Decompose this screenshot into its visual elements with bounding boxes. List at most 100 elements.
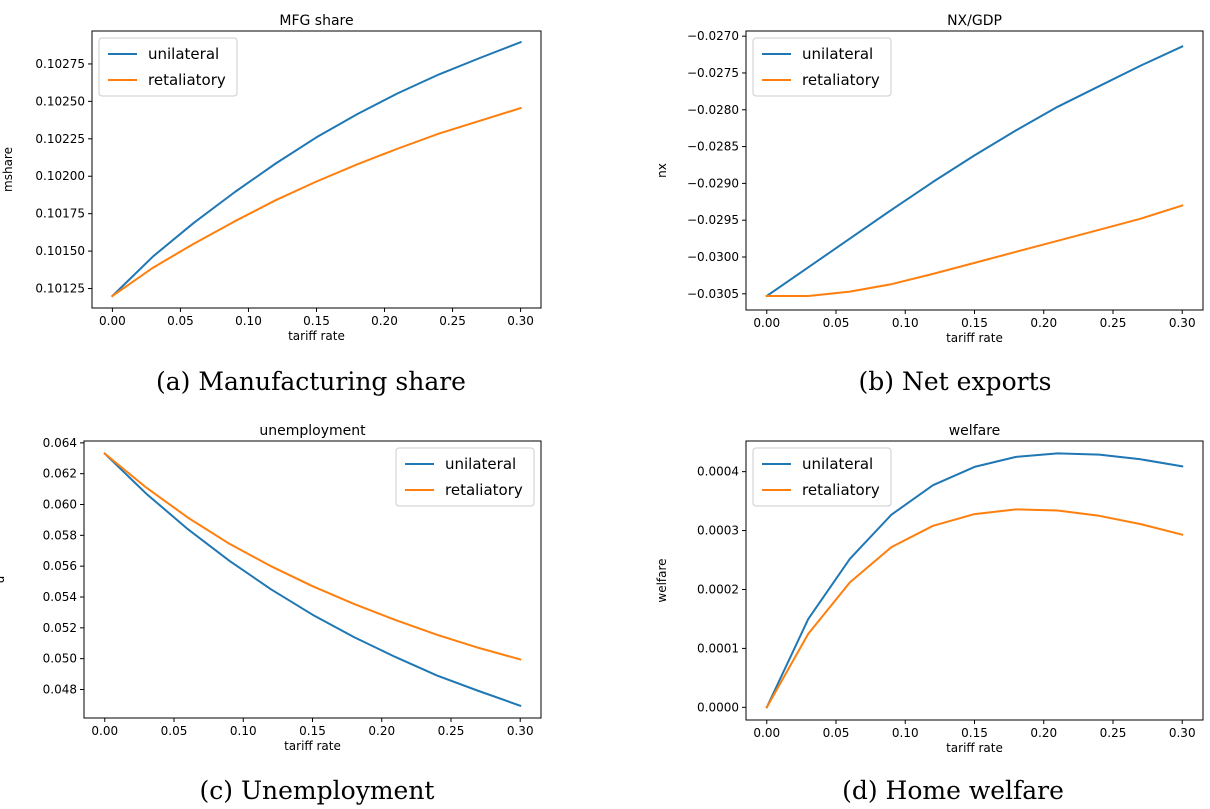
y-tick-label: −0.0285 (687, 140, 739, 154)
x-tick-label: 0.15 (299, 724, 326, 738)
y-tick-label: −0.0275 (687, 66, 739, 80)
y-tick-label: 0.0004 (697, 465, 739, 479)
series-line-unilateral (765, 45, 1184, 298)
y-axis-label: welfare (655, 558, 669, 602)
x-tick-label: 0.05 (823, 316, 850, 330)
x-tick-label: 0.15 (961, 316, 988, 330)
panel-unemployment: unemployment 0.00 0.05 0.10 0.15 0.20 0.25 0.30… (0, 423, 542, 753)
legend-label-retaliatory: retaliatory (148, 71, 226, 89)
x-tick-label: 0.15 (961, 726, 988, 740)
y-tick-label: 0.10275 (35, 57, 85, 71)
y-tick-label: 0.0003 (697, 524, 739, 538)
legend-box (395, 447, 535, 507)
legend-box (752, 447, 892, 507)
y-tick-label: 0.10250 (35, 94, 85, 108)
caption-c: (c) Unemployment (200, 776, 435, 805)
legend-label-retaliatory: retaliatory (802, 71, 880, 89)
series-line-unilateral (765, 452, 1184, 709)
series-line-retaliatory (103, 452, 522, 661)
y-tick-label: 0.0000 (697, 700, 739, 714)
legend-label-unilateral: unilateral (802, 455, 873, 473)
y-tick-label: 0.10150 (35, 244, 85, 258)
x-tick-label: 0.10 (230, 724, 257, 738)
series-line-unilateral (103, 452, 522, 707)
y-tick-label: 0.060 (43, 498, 77, 512)
x-tick-label: 0.25 (1100, 316, 1127, 330)
x-tick-label: 0.30 (1169, 726, 1196, 740)
y-tick-label: −0.0305 (687, 287, 739, 301)
caption-b: (b) Net exports (859, 367, 1052, 396)
x-tick-label: 0.30 (1169, 316, 1196, 330)
legend: unilateral retaliatory (395, 447, 535, 507)
caption-d: (d) Home welfare (842, 776, 1064, 805)
y-axis-label: nx (655, 163, 669, 178)
legend-label-unilateral: unilateral (802, 45, 873, 63)
panel-manufacturing-share: MFG share 0.00 0.05 0.10 0.15 0.20 0.25 0.30 0.1… (1, 13, 542, 343)
y-tick-label: −0.0300 (687, 250, 739, 264)
y-tick-label: 0.064 (43, 436, 77, 450)
x-tick-label: 0.20 (1030, 316, 1057, 330)
x-tick-label: 0.20 (1030, 726, 1057, 740)
x-tick-label: 0.00 (753, 726, 780, 740)
legend: unilateral retaliatory (752, 447, 892, 507)
legend: unilateral retaliatory (752, 37, 892, 97)
chart-title: unemployment (259, 423, 366, 439)
y-tick-label: 0.10200 (35, 169, 85, 183)
chart-title: welfare (949, 423, 1001, 439)
y-tick-label: 0.062 (43, 467, 77, 481)
x-axis-label: tariff rate (284, 739, 341, 753)
x-tick-label: 0.10 (892, 726, 919, 740)
y-tick-label: −0.0295 (687, 213, 739, 227)
x-tick-label: 0.20 (368, 724, 395, 738)
series-line-retaliatory (765, 508, 1184, 709)
y-tick-label: 0.054 (43, 590, 77, 604)
x-tick-label: 0.05 (161, 724, 188, 738)
x-tick-label: 0.30 (507, 314, 534, 328)
x-tick-label: 0.25 (439, 314, 466, 328)
y-tick-label: −0.0270 (687, 29, 739, 43)
axes-frame (745, 440, 1204, 721)
y-tick-label: 0.10175 (35, 207, 85, 221)
x-tick-label: 0.10 (892, 316, 919, 330)
series-line-retaliatory (111, 106, 522, 298)
series-line-retaliatory (765, 204, 1184, 297)
y-tick-label: 0.058 (43, 528, 77, 542)
x-axis-label: tariff rate (946, 741, 1003, 755)
x-tick-label: 0.20 (371, 314, 398, 328)
x-axis-label: tariff rate (946, 331, 1003, 345)
x-tick-label: 0.05 (823, 726, 850, 740)
axes-frame (745, 30, 1204, 311)
chart-title: MFG share (279, 13, 353, 29)
y-tick-label: 0.050 (43, 652, 77, 666)
y-axis-label: mshare (1, 147, 15, 192)
panel-net-exports: NX/GDP 0.00 0.05 0.10 0.15 0.20 0.25 0.30 −0.030… (655, 13, 1204, 345)
legend-label-unilateral: unilateral (445, 455, 516, 473)
legend-label-retaliatory: retaliatory (802, 481, 880, 499)
y-tick-label: −0.0280 (687, 103, 739, 117)
y-tick-label: 0.052 (43, 621, 77, 635)
y-tick-label: 0.10125 (35, 282, 85, 296)
legend: unilateral retaliatory (98, 37, 238, 97)
x-tick-label: 0.00 (99, 314, 126, 328)
x-tick-label: 0.00 (91, 724, 118, 738)
legend-label-retaliatory: retaliatory (445, 481, 523, 499)
y-tick-label: 0.048 (43, 682, 77, 696)
legend-label-unilateral: unilateral (148, 45, 219, 63)
x-axis-label: tariff rate (288, 329, 345, 343)
y-tick-label: 0.10225 (35, 132, 85, 146)
legend-box (98, 37, 238, 97)
y-tick-label: 0.0001 (697, 641, 739, 655)
x-tick-label: 0.30 (507, 724, 534, 738)
series-line-unilateral (110, 40, 522, 298)
y-axis-label: u (0, 576, 7, 584)
x-tick-label: 0.00 (753, 316, 780, 330)
x-tick-label: 0.15 (303, 314, 330, 328)
y-tick-label: −0.0290 (687, 176, 739, 190)
x-tick-label: 0.05 (167, 314, 194, 328)
y-tick-label: 0.0002 (697, 582, 739, 596)
axes-frame (83, 440, 542, 719)
y-tick-label: 0.056 (43, 559, 77, 573)
axes-frame (91, 30, 542, 309)
x-tick-label: 0.10 (235, 314, 262, 328)
x-tick-label: 0.25 (438, 724, 465, 738)
